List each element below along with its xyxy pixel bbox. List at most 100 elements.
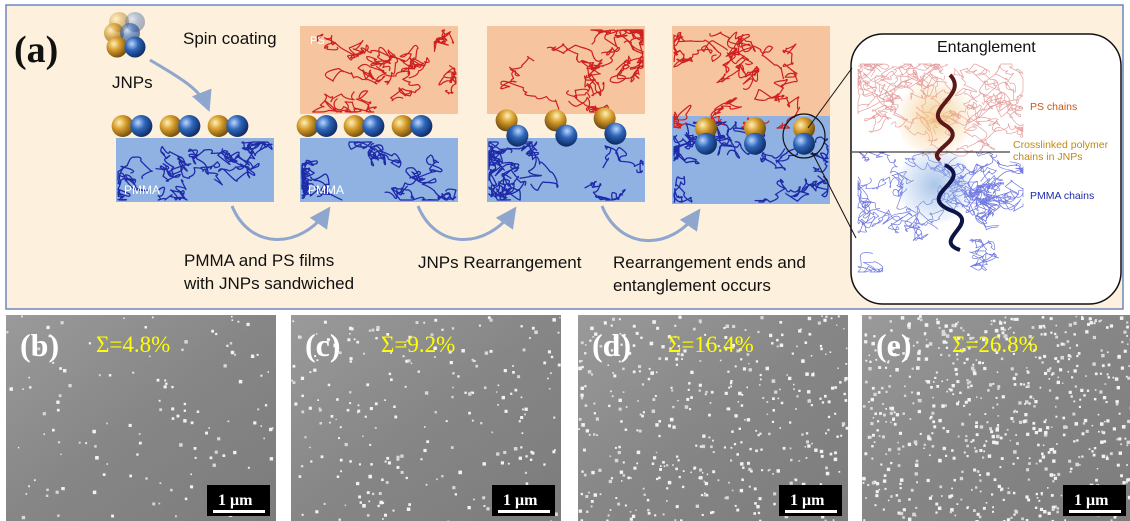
sem-particle <box>1093 322 1096 325</box>
sem-particle <box>717 345 720 348</box>
sem-particle <box>771 379 776 383</box>
sem-particle <box>917 357 921 361</box>
sem-particle <box>339 426 342 429</box>
sem-particle <box>1015 434 1017 436</box>
sem-particle <box>990 323 993 326</box>
sem-particle <box>672 425 676 429</box>
sem-particle <box>932 396 934 399</box>
sem-particle <box>975 421 978 425</box>
sem-particle <box>705 390 708 394</box>
polymer-chain <box>857 63 914 83</box>
sem-particle <box>1118 451 1122 455</box>
sem-particle <box>951 323 955 328</box>
sem-particle <box>231 319 234 321</box>
sem-particle <box>405 476 408 480</box>
sem-particle <box>350 327 354 331</box>
sem-particle <box>171 417 175 420</box>
sem-particle <box>468 392 472 396</box>
sem-particle <box>578 366 582 371</box>
sem-particle <box>647 511 651 515</box>
sem-particle <box>806 440 809 444</box>
sem-particle <box>972 336 975 339</box>
sem-particle <box>972 363 975 366</box>
sem-particle <box>1075 462 1079 467</box>
sem-particle <box>1076 364 1079 368</box>
sem-particle <box>356 481 360 486</box>
sem-particle <box>1003 328 1006 331</box>
sem-particle <box>1010 516 1013 519</box>
sem-particle <box>377 504 380 508</box>
sem-particle <box>655 371 658 374</box>
sem-particle <box>890 421 892 424</box>
sem-particle <box>636 450 641 455</box>
sem-particle <box>640 336 643 339</box>
sem-particle <box>386 333 390 336</box>
sem-particle <box>902 352 905 355</box>
sem-particle <box>1013 317 1017 321</box>
sem-particle <box>230 350 235 355</box>
sem-particle <box>727 370 730 373</box>
sem-particle <box>327 383 331 387</box>
sem-particle <box>834 386 837 389</box>
sem-particle <box>471 358 474 361</box>
sem-particle <box>1114 377 1119 381</box>
sem-particle <box>614 458 619 463</box>
sem-particle <box>229 342 233 345</box>
sem-particle <box>975 433 979 437</box>
polymer-chain <box>673 31 722 62</box>
sem-particle <box>978 515 982 519</box>
sem-particle <box>269 457 274 461</box>
sem-particle <box>390 378 393 382</box>
sem-particle <box>608 404 611 408</box>
sem-particle <box>966 455 969 458</box>
sem-particle <box>353 338 356 341</box>
sem-particle <box>85 442 88 445</box>
sem-particle <box>326 338 330 342</box>
sem-particle <box>584 344 587 346</box>
sem-particle <box>1009 439 1012 442</box>
sem-particle <box>585 495 589 498</box>
sem-particle <box>472 360 475 363</box>
sem-particle <box>1043 332 1047 336</box>
sem-particle <box>781 333 784 337</box>
sem-particle <box>584 352 587 355</box>
sem-particle <box>583 473 587 477</box>
sem-particle <box>1049 473 1054 477</box>
sem-particle <box>1053 474 1056 476</box>
sem-particle <box>889 320 892 323</box>
sem-particle <box>693 466 697 470</box>
sem-particle <box>868 354 871 357</box>
sem-particle <box>593 402 596 405</box>
sem-particle <box>310 460 313 463</box>
sem-particle <box>617 502 621 506</box>
sem-particle <box>907 326 911 329</box>
sem-particle <box>1094 372 1098 376</box>
sem-particle <box>1107 376 1110 379</box>
sem-particle <box>940 353 943 356</box>
sem-particle <box>656 326 660 330</box>
sem-particle <box>667 480 672 485</box>
sem-particle <box>757 330 760 334</box>
sem-particle <box>88 342 91 345</box>
sem-particle <box>1086 389 1090 392</box>
sem-particle <box>552 318 556 322</box>
sem-particle <box>672 405 675 409</box>
sem-particle <box>971 489 973 491</box>
polymer-chain <box>981 63 1024 105</box>
sem-particle <box>845 363 848 365</box>
sem-particle <box>779 388 781 391</box>
sem-particle <box>789 481 793 485</box>
sem-particle <box>1127 326 1129 328</box>
sem-particle <box>159 408 163 412</box>
sem-particle <box>844 379 847 382</box>
sem-particle <box>912 344 915 347</box>
sem-particle <box>733 443 737 446</box>
sem-particle <box>741 393 744 396</box>
sem-particle <box>1062 416 1066 420</box>
sem-particle <box>1072 412 1076 416</box>
polymer-chain <box>602 145 644 174</box>
sem-particle <box>1027 382 1030 385</box>
sem-particle <box>1081 432 1085 436</box>
sem-particle <box>874 412 877 416</box>
sem-particle <box>408 503 411 506</box>
